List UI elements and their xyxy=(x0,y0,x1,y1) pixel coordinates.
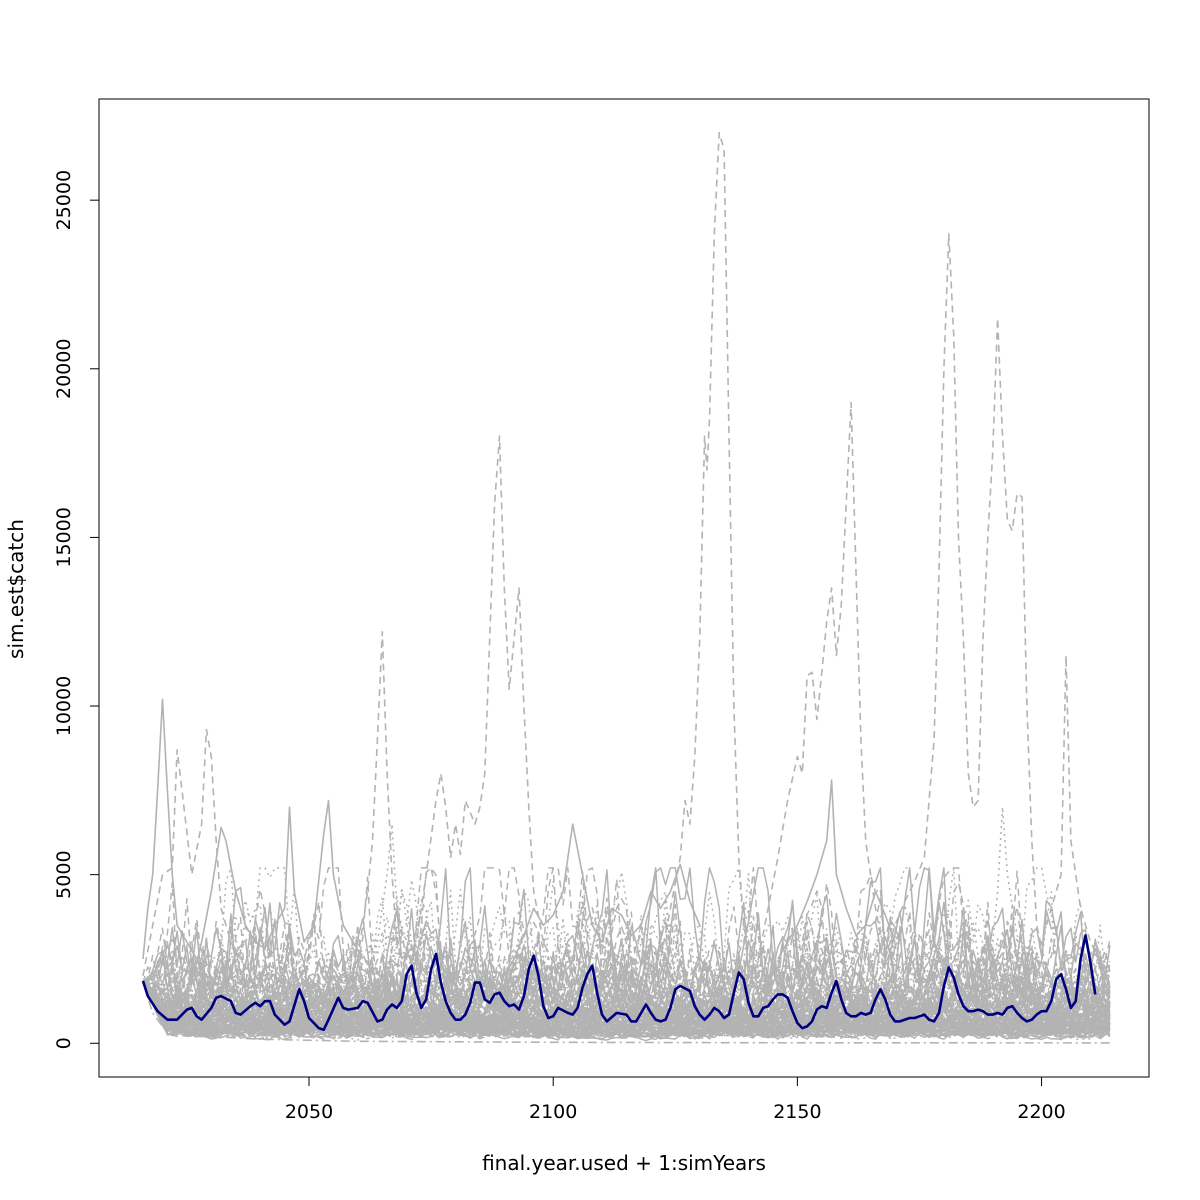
y-axis-title: sim.est$catch xyxy=(4,519,28,659)
simulation-line xyxy=(611,131,764,1004)
simulation-line xyxy=(874,233,1048,993)
simulation-line xyxy=(777,779,896,960)
simulation-line xyxy=(142,728,252,977)
simulation-line xyxy=(738,401,896,1004)
simulation-line xyxy=(142,897,1111,1022)
simulation-line xyxy=(142,982,1111,1039)
x-tick-label: 2050 xyxy=(285,1101,333,1123)
highlight-series xyxy=(141,934,1097,1032)
x-tick-label: 2100 xyxy=(529,1101,577,1123)
simulation-line xyxy=(142,982,1111,1026)
simulation-line xyxy=(142,982,1111,1041)
simulation-line xyxy=(142,982,1111,1038)
y-tick-label: 25000 xyxy=(53,170,75,230)
x-tick-label: 2200 xyxy=(1017,1101,1065,1123)
simulation-line xyxy=(142,867,1111,1024)
x-axis-title: final.year.used + 1:simYears xyxy=(482,1151,766,1175)
simulation-line xyxy=(982,806,1028,983)
simulation-line xyxy=(142,944,1111,1035)
simulation-line xyxy=(1021,654,1111,994)
simulation-line xyxy=(142,982,1111,1031)
simulation-outliers xyxy=(142,131,1111,1044)
simulation-line xyxy=(142,982,1111,1038)
simulation-line xyxy=(142,982,1111,1036)
y-tick-label: 5000 xyxy=(53,850,75,898)
simulation-line xyxy=(142,698,217,984)
simulation-line xyxy=(191,799,364,983)
x-axis: 2050 2100 2150 2200 xyxy=(285,1077,1066,1123)
simulation-line xyxy=(142,982,1111,1040)
plot-frame xyxy=(98,98,1150,1078)
x-tick-label: 2150 xyxy=(773,1101,821,1123)
simulation-line xyxy=(503,823,701,977)
y-tick-label: 0 xyxy=(53,1037,75,1049)
y-axis: 0 5000 10000 15000 20000 25000 xyxy=(53,170,99,1049)
highlight-series-line xyxy=(141,934,1097,1032)
simulation-line xyxy=(386,435,564,1004)
simulation-line xyxy=(142,867,1111,1033)
y-tick-label: 10000 xyxy=(53,676,75,736)
simulation-line xyxy=(142,982,1110,1044)
y-tick-label: 15000 xyxy=(53,507,75,567)
y-tick-label: 20000 xyxy=(53,339,75,399)
